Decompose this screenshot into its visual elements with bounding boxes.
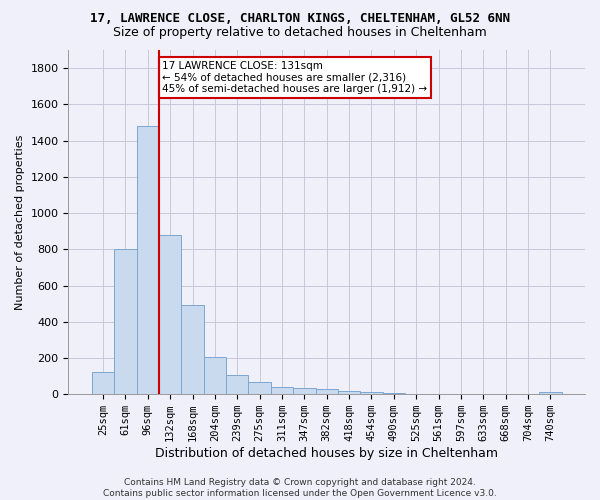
Bar (159, 235, 181, 394)
Bar (92, 372, 114, 394)
Text: Contains HM Land Registry data © Crown copyright and database right 2024.
Contai: Contains HM Land Registry data © Crown c… (103, 478, 497, 498)
X-axis label: Distribution of detached houses by size in Cheltenham: Distribution of detached houses by size … (155, 447, 498, 460)
Bar (114, 250, 137, 394)
Bar (271, 387, 293, 394)
Bar (316, 389, 338, 394)
Bar (338, 390, 360, 394)
Bar (293, 388, 316, 394)
Bar (137, 126, 159, 394)
Bar (181, 306, 204, 394)
Bar (360, 392, 383, 394)
Bar (248, 382, 271, 394)
Bar (204, 357, 226, 394)
Bar (226, 375, 248, 394)
Bar (539, 392, 562, 394)
Y-axis label: Number of detached properties: Number of detached properties (15, 134, 25, 310)
Text: 17 LAWRENCE CLOSE: 131sqm
← 54% of detached houses are smaller (2,316)
45% of se: 17 LAWRENCE CLOSE: 131sqm ← 54% of detac… (163, 61, 427, 94)
Text: 17, LAWRENCE CLOSE, CHARLTON KINGS, CHELTENHAM, GL52 6NN: 17, LAWRENCE CLOSE, CHARLTON KINGS, CHEL… (90, 12, 510, 26)
Text: Size of property relative to detached houses in Cheltenham: Size of property relative to detached ho… (113, 26, 487, 39)
